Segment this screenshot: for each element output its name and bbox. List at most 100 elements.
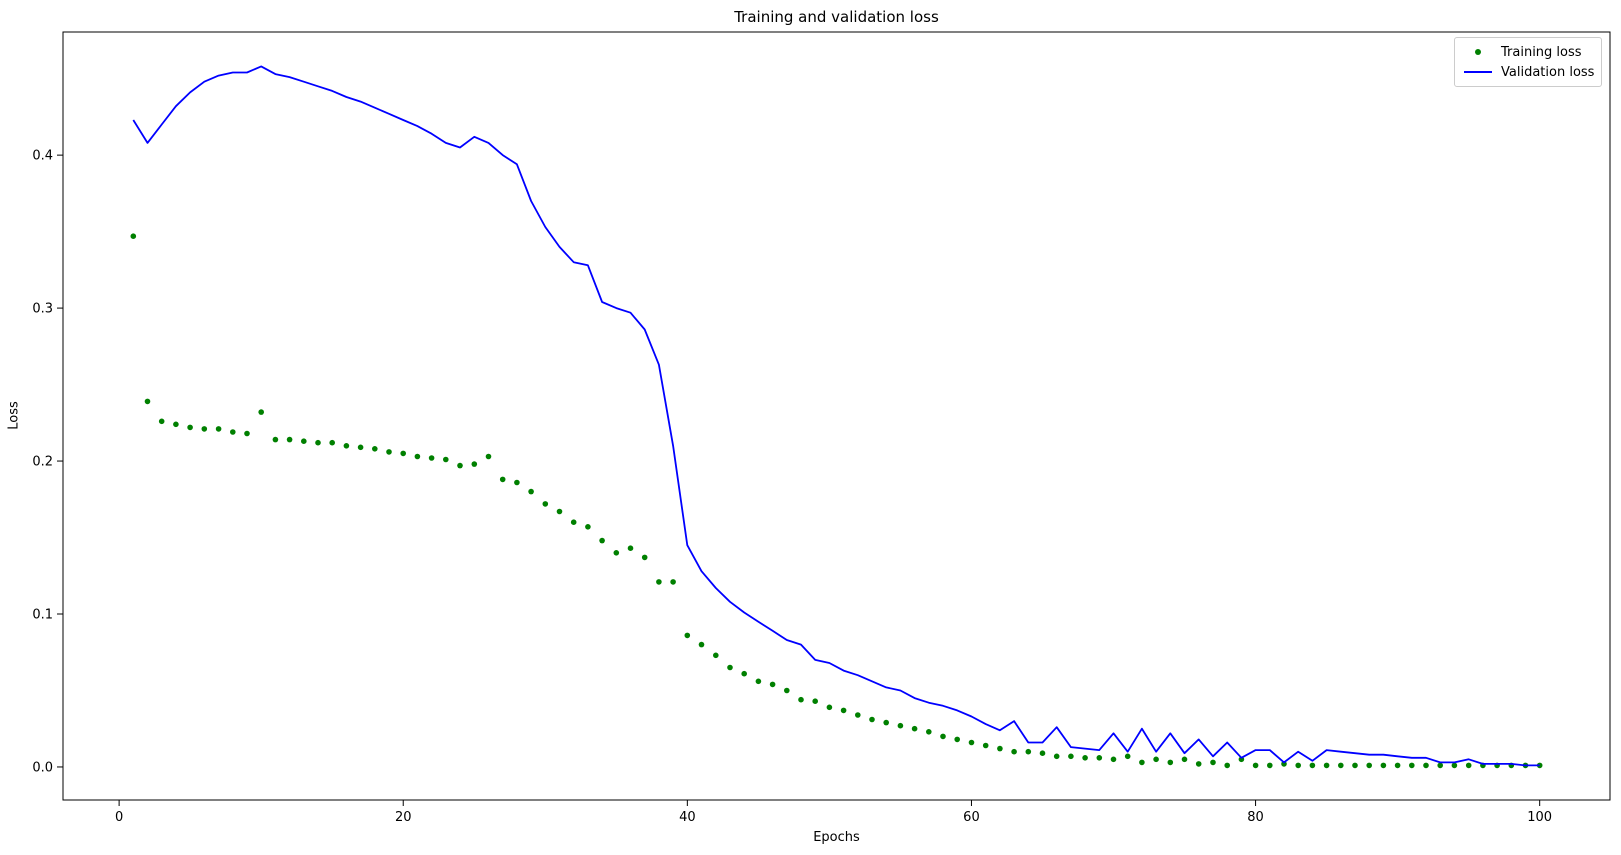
training-loss-point — [1224, 762, 1230, 769]
training-loss-point — [215, 426, 222, 432]
training-loss-point — [457, 462, 463, 469]
training-loss-point — [1082, 755, 1088, 761]
training-loss-point — [1380, 762, 1387, 769]
training-loss-point — [855, 712, 861, 718]
legend-label-training-loss: Training loss — [1501, 44, 1582, 60]
training-loss-point — [784, 687, 790, 694]
training-loss-point — [230, 429, 236, 435]
training-loss-point — [1394, 762, 1401, 769]
training-loss-point — [599, 537, 605, 544]
training-loss-point — [414, 453, 421, 460]
training-loss-point — [173, 421, 179, 428]
x-tick-label: 40 — [679, 810, 696, 825]
training-loss-point — [698, 641, 705, 648]
training-loss-point — [997, 745, 1003, 752]
training-loss-point — [897, 722, 904, 729]
training-loss-point — [1025, 748, 1032, 755]
chart-title: Training and validation loss — [734, 8, 939, 26]
training-loss-point — [1167, 759, 1174, 766]
training-loss-point — [542, 501, 549, 507]
training-loss-point — [187, 424, 193, 431]
training-loss-point — [201, 426, 208, 432]
training-loss-point — [1451, 762, 1458, 769]
training-loss-point — [1465, 762, 1472, 769]
training-loss-point — [514, 479, 520, 486]
x-tick-label: 20 — [395, 810, 412, 825]
x-tick-label: 0 — [115, 810, 123, 825]
training-loss-point — [1409, 762, 1415, 769]
training-loss-point — [272, 436, 279, 443]
training-loss-point — [1039, 750, 1046, 756]
y-tick-label: 0.3 — [32, 302, 53, 317]
y-tick-label: 0.0 — [32, 760, 53, 775]
legend: Training loss Validation loss — [1454, 37, 1602, 87]
training-loss-point — [883, 719, 889, 726]
training-loss-point — [755, 678, 762, 685]
training-loss-point — [158, 418, 165, 425]
training-loss-point — [1366, 762, 1372, 769]
training-loss-point — [613, 550, 620, 556]
training-loss-point — [471, 461, 478, 467]
training-loss-point — [812, 698, 818, 704]
training-loss-point — [840, 707, 847, 714]
y-tick-label: 0.2 — [32, 455, 53, 470]
training-loss-point — [1267, 762, 1273, 769]
training-loss-point — [1124, 753, 1131, 760]
training-loss-dot-icon — [1455, 49, 1501, 55]
training-loss-point — [428, 455, 435, 461]
training-loss-point — [982, 742, 989, 749]
legend-item-training-loss: Training loss — [1455, 42, 1595, 62]
x-tick-label: 80 — [1247, 810, 1264, 825]
training-loss-point — [1309, 762, 1316, 769]
training-loss-point — [1053, 753, 1060, 760]
training-loss-point — [798, 696, 804, 703]
training-loss-point — [826, 704, 833, 711]
training-loss-point — [1153, 756, 1159, 763]
training-loss-point — [556, 508, 563, 515]
training-loss-point — [727, 664, 733, 671]
training-loss-point — [769, 681, 776, 688]
training-loss-point — [400, 450, 407, 457]
training-loss-point — [1281, 761, 1287, 767]
training-loss-point — [1068, 753, 1074, 760]
training-loss-point — [144, 398, 151, 405]
validation-loss-line — [132, 65, 1540, 767]
training-loss-point — [443, 456, 449, 463]
training-loss-point — [357, 444, 364, 451]
training-loss-point — [343, 443, 350, 449]
training-loss-point — [641, 554, 648, 561]
training-loss-point — [1139, 759, 1145, 766]
training-loss-point — [1423, 762, 1429, 769]
training-loss-point — [244, 430, 250, 437]
x-axis-label: Epochs — [813, 830, 860, 845]
training-loss-point — [684, 632, 691, 639]
training-loss-point — [656, 579, 662, 585]
legend-item-validation-loss: Validation loss — [1455, 62, 1595, 82]
x-tick-label: 60 — [963, 810, 980, 825]
training-loss-point — [713, 652, 719, 659]
x-tick-label: 100 — [1527, 810, 1552, 825]
training-loss-point — [1210, 759, 1216, 766]
training-loss-point — [869, 716, 875, 723]
training-loss-point — [485, 453, 492, 460]
training-loss-point — [1323, 762, 1330, 769]
training-loss-point — [968, 739, 975, 746]
training-loss-point — [372, 446, 378, 452]
training-loss-point — [329, 439, 336, 446]
training-loss-point — [926, 729, 932, 735]
training-loss-point — [258, 409, 265, 415]
training-loss-point — [1096, 755, 1103, 761]
training-loss-point — [1195, 761, 1202, 767]
training-loss-point — [911, 725, 918, 732]
training-loss-point — [1352, 762, 1358, 769]
training-loss-point — [386, 449, 392, 455]
legend-label-validation-loss: Validation loss — [1501, 64, 1595, 80]
training-loss-point — [286, 436, 293, 443]
plot-spines — [62, 31, 1611, 801]
training-loss-point — [1338, 762, 1344, 769]
training-loss-point — [1110, 756, 1117, 763]
training-loss-point — [670, 579, 676, 585]
training-loss-point — [954, 736, 960, 743]
y-tick-label: 0.4 — [32, 149, 53, 164]
